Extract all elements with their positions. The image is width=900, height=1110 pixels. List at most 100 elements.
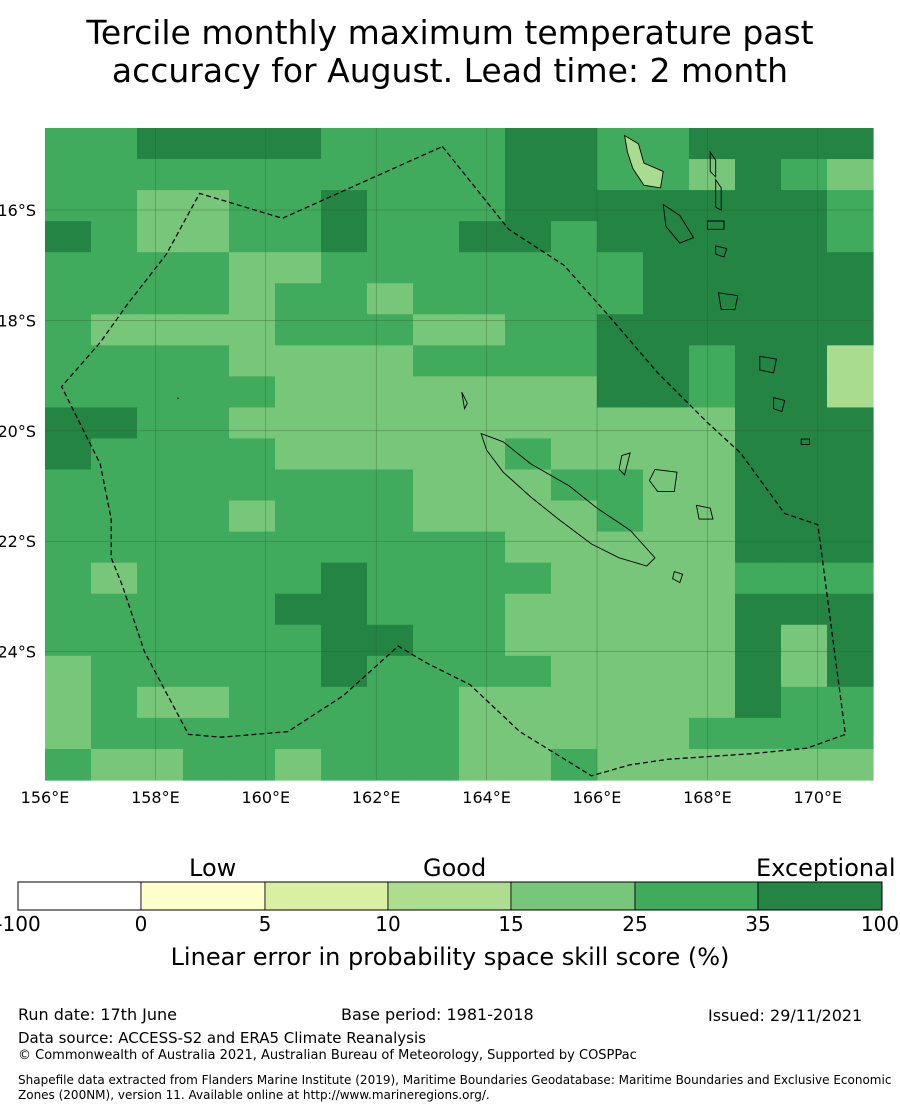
skill-cell [735,531,782,564]
skill-cell [827,438,874,471]
lifou-island [648,468,678,492]
skill-cell [367,562,414,595]
skill-cell [459,562,506,595]
skill-cell [505,159,552,191]
colorbar-tick: 35 [745,912,771,936]
skill-cell [459,531,506,564]
skill-cell [643,562,690,595]
skill-cell [505,252,552,284]
skill-cell [91,717,138,750]
skill-cell [505,686,552,719]
skill-cell [551,128,598,160]
skill-cell [735,283,782,315]
maewo-island [709,150,717,178]
skill-cell [735,624,782,657]
skill-cell [137,128,184,160]
skill-cell [229,469,276,502]
skill-cell [321,221,368,253]
skill-cell [781,593,828,626]
skill-cell [183,624,230,657]
skill-cell [551,376,598,409]
longitude-label: 156°E [21,788,70,807]
skill-cell [45,655,92,688]
skill-cell [781,717,828,750]
skill-cell [183,500,230,533]
skill-cell [551,469,598,502]
skill-cell [643,345,690,377]
malakula-island [662,203,695,244]
eez-boundary-line [60,145,847,777]
skill-cell [321,345,368,377]
skill-cell [781,500,828,533]
skill-cell [275,469,322,502]
skill-cell [505,593,552,626]
skill-cell [597,500,644,533]
skill-cell [413,314,460,346]
skill-cell [597,221,644,253]
skill-cell [505,438,552,471]
skill-cell [827,221,874,253]
pentecost-island [715,178,722,211]
colorbar-tick: 0 [134,912,148,936]
skill-cell [643,128,690,160]
title-line-1: Tercile monthly maximum temperature past [86,13,814,52]
colorbar-bin [757,881,883,911]
skill-cell [689,438,736,471]
ambrym-island [706,220,725,230]
skill-cell [781,345,828,377]
skill-cell [459,686,506,719]
skill-cell [551,438,598,471]
skill-cell [183,252,230,284]
skill-cell [183,717,230,750]
shapefile-credit-line-1: Shapefile data extracted from Flanders M… [18,1073,892,1087]
skill-cell [827,500,874,533]
skill-cell [827,686,874,719]
skill-cell [413,717,460,750]
skill-cell [413,221,460,253]
skill-cell [91,221,138,253]
skill-cell [781,624,828,657]
efate-island [717,292,739,310]
skill-cell [505,128,552,160]
reef-islet [461,391,468,411]
skill-cell [183,128,230,160]
skill-cell [551,593,598,626]
skill-cell [137,283,184,315]
skill-cell [781,221,828,253]
skill-cell [643,593,690,626]
skill-cell [183,748,230,781]
skill-cell [229,252,276,284]
skill-cell [91,376,138,409]
skill-cell [275,314,322,346]
skill-cell [45,283,92,315]
colorbar-tick: 25 [622,912,648,936]
skill-cell [597,407,644,440]
skill-cell [551,221,598,253]
skill-cell [321,407,368,440]
skill-cell [275,655,322,688]
skill-cell [275,562,322,595]
skill-cell [413,376,460,409]
colorbar-category-exceptional: Exceptional [756,854,896,882]
skill-cell [459,345,506,377]
skill-cell [735,438,782,471]
colorbar-bin [387,881,512,911]
skill-cell [137,531,184,564]
skill-cell [459,221,506,253]
skill-cell [827,562,874,595]
skill-cell [735,500,782,533]
skill-cell [505,190,552,222]
skill-cell [551,159,598,191]
epi-island [715,245,728,258]
skill-cell [459,128,506,160]
skill-cell [137,655,184,688]
skill-cell [551,531,598,564]
skill-cell [367,345,414,377]
skill-cell [735,562,782,595]
skill-cell [827,593,874,626]
skill-cell [45,593,92,626]
skill-cell [321,376,368,409]
skill-cell [689,314,736,346]
skill-cell [183,438,230,471]
title-line-2: accuracy for August. Lead time: 2 month [111,51,789,90]
